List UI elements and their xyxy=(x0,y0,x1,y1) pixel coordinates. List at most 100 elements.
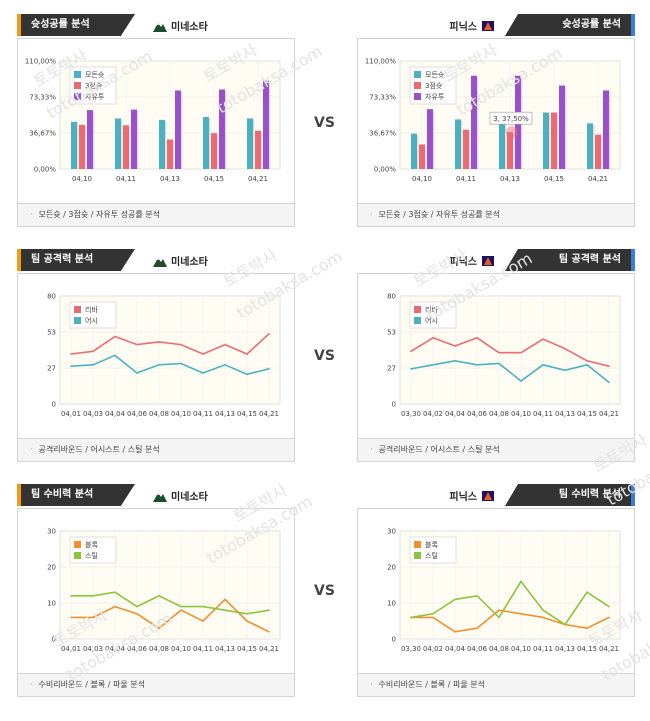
panel-header: 피닉스 팀 수비력 분석 xyxy=(357,484,635,506)
point-1-8 xyxy=(246,373,248,376)
point-0-9 xyxy=(608,616,610,619)
chart-area: 0 10 20 30 04,01 04,03 04,04 04,06 04,08 04,10 04,… xyxy=(17,508,295,674)
bar-1-2 xyxy=(167,139,173,169)
x-tick-label: 04,21 xyxy=(259,645,279,653)
point-1-5 xyxy=(520,580,522,583)
point-0-3 xyxy=(136,343,138,346)
team-name: 미네소타 xyxy=(153,18,208,33)
panel-header: 피닉스 슛성공률 분석 xyxy=(357,14,635,36)
team-label: 미네소타 xyxy=(171,22,208,33)
legend-swatch xyxy=(414,71,421,78)
minnesota-logo-icon xyxy=(153,492,167,502)
legend-swatch xyxy=(414,317,421,324)
point-1-2 xyxy=(114,354,116,357)
legend-label: 모든슛 xyxy=(425,71,445,79)
point-0-4 xyxy=(498,351,500,354)
point-1-4 xyxy=(498,616,500,619)
caption-text: 모든슛 / 3점슛 / 자유투 성공률 분석 xyxy=(38,210,160,219)
point-0-2 xyxy=(454,345,456,347)
bar-2-1 xyxy=(131,109,137,169)
legend-label: 3점슛 xyxy=(85,82,103,90)
x-tick-label: 04,06 xyxy=(127,645,148,653)
x-tick-label: 04,15 xyxy=(577,645,597,653)
x-tick-label: 04,10 xyxy=(72,175,92,183)
point-1-0 xyxy=(70,595,72,597)
legend-label: 자유투 xyxy=(425,92,445,101)
point-0-1 xyxy=(92,616,94,619)
chart-caption: · 모든슛 / 3점슛 / 자유투 성공률 분석 xyxy=(357,204,635,227)
point-1-3 xyxy=(136,605,138,608)
panel-header: 슛성공률 분석 미네소타 xyxy=(17,14,295,36)
minnesota-logo-icon xyxy=(153,257,167,267)
chart-area: 0 27 53 80 03,30 04,02 04,04 04,06 04,08 04,10 04,… xyxy=(357,273,635,439)
point-0-3 xyxy=(476,627,478,629)
series-line-1 xyxy=(410,579,610,626)
point-1-1 xyxy=(432,364,434,366)
panel-title: 팀 수비력 분석 xyxy=(17,484,135,506)
panel-header: 팀 공격력 분석 미네소타 xyxy=(17,249,295,271)
x-tick-label: 04,03 xyxy=(83,410,103,418)
point-0-5 xyxy=(180,609,182,611)
bar-1-1 xyxy=(123,125,129,169)
bar-chart: 0,00% 36,67% 73,33% 110,00% 04,10 04,11 04,13 0… xyxy=(25,58,281,183)
point-0-1 xyxy=(432,616,434,619)
point-1-9 xyxy=(268,609,270,611)
point-0-6 xyxy=(202,353,204,355)
x-tick-label: 04,21 xyxy=(588,175,608,183)
bar-2-4 xyxy=(263,80,269,169)
series-line-0 xyxy=(70,333,270,355)
panel-shooting-phoenix: 피닉스 슛성공률 분석 0,00% 36,67% 73,33% 110,00% 04,1… xyxy=(357,14,635,227)
caption-text: 공격리바운드 / 어시스트 / 스틸 분석 xyxy=(38,445,160,454)
point-1-7 xyxy=(224,364,226,366)
point-1-0 xyxy=(70,365,72,367)
x-tick-label: 04,15 xyxy=(237,410,257,418)
x-tick-label: 04,02 xyxy=(423,645,443,653)
point-1-8 xyxy=(586,364,588,366)
legend-label: 블록 xyxy=(85,540,98,549)
bar-1-3 xyxy=(211,133,217,169)
point-0-7 xyxy=(224,343,226,346)
x-tick-label: 04,13 xyxy=(160,175,180,183)
bar-2-1 xyxy=(471,75,477,169)
x-tick-label: 04,15 xyxy=(544,175,564,183)
x-tick-label: 04,11 xyxy=(456,175,476,183)
y-tick-label: 10 xyxy=(47,600,56,608)
point-0-8 xyxy=(586,627,588,629)
legend-swatch xyxy=(74,552,81,559)
x-tick-label: 04,04 xyxy=(445,410,466,418)
point-1-4 xyxy=(498,362,500,365)
x-tick-label: 04,04 xyxy=(445,645,466,653)
x-tick-label: 04,10 xyxy=(171,410,191,418)
x-tick-label: 04,15 xyxy=(204,175,224,183)
bar-2-2 xyxy=(175,90,181,169)
team-label: 미네소타 xyxy=(171,492,208,503)
tooltip-box xyxy=(489,111,533,125)
legend-label: 자유투 xyxy=(85,92,105,101)
y-tick-label: 36,67% xyxy=(369,130,396,138)
y-tick-label: 27 xyxy=(47,365,56,373)
bar-0-1 xyxy=(455,119,461,169)
y-tick-label: 20 xyxy=(387,564,396,572)
legend-swatch xyxy=(74,306,81,313)
series-line-1 xyxy=(410,359,610,384)
x-tick-label: 04,13 xyxy=(215,645,235,653)
chart-caption: · 공격리바운드 / 어시스트 / 스틸 분석 xyxy=(17,439,295,462)
point-0-9 xyxy=(268,333,270,335)
bar-0-2 xyxy=(159,119,165,169)
series-line-0 xyxy=(71,598,270,633)
y-tick-label: 80 xyxy=(47,293,56,301)
x-tick-label: 04,21 xyxy=(259,410,279,418)
bar-0-3 xyxy=(543,112,549,169)
legend-swatch xyxy=(414,93,421,100)
y-tick-label: 36,67% xyxy=(29,130,56,138)
point-0-6 xyxy=(542,338,544,340)
x-tick-label: 04,10 xyxy=(511,410,531,418)
x-tick-label: 04,06 xyxy=(467,410,488,418)
point-1-6 xyxy=(202,605,204,608)
point-1-4 xyxy=(158,364,160,366)
x-tick-label: 03,30 xyxy=(401,410,421,418)
